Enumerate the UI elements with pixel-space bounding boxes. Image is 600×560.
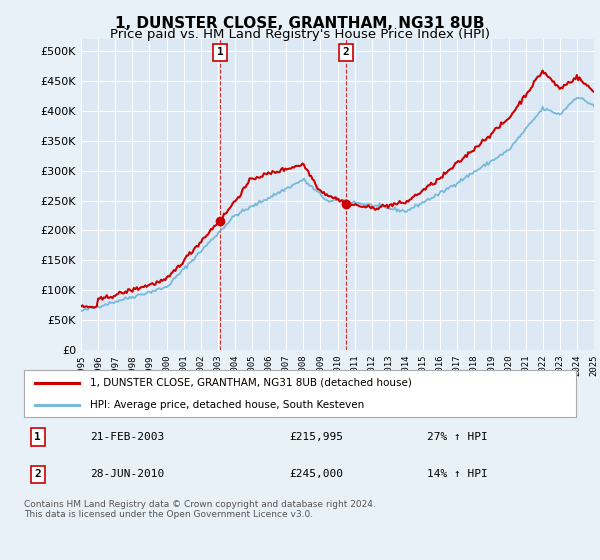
Text: 21-FEB-2003: 21-FEB-2003	[90, 432, 164, 442]
Text: 27% ↑ HPI: 27% ↑ HPI	[427, 432, 488, 442]
Text: Price paid vs. HM Land Registry's House Price Index (HPI): Price paid vs. HM Land Registry's House …	[110, 28, 490, 41]
Text: 1, DUNSTER CLOSE, GRANTHAM, NG31 8UB (detached house): 1, DUNSTER CLOSE, GRANTHAM, NG31 8UB (de…	[90, 378, 412, 388]
Text: £245,000: £245,000	[289, 469, 343, 479]
Text: HPI: Average price, detached house, South Kesteven: HPI: Average price, detached house, Sout…	[90, 400, 364, 410]
Text: 28-JUN-2010: 28-JUN-2010	[90, 469, 164, 479]
Text: £215,995: £215,995	[289, 432, 343, 442]
Text: 2: 2	[343, 48, 349, 57]
Text: 14% ↑ HPI: 14% ↑ HPI	[427, 469, 488, 479]
Text: 1: 1	[217, 48, 223, 57]
Text: Contains HM Land Registry data © Crown copyright and database right 2024.
This d: Contains HM Land Registry data © Crown c…	[24, 500, 376, 519]
Text: 1: 1	[34, 432, 41, 442]
Text: 1, DUNSTER CLOSE, GRANTHAM, NG31 8UB: 1, DUNSTER CLOSE, GRANTHAM, NG31 8UB	[115, 16, 485, 31]
Text: 2: 2	[34, 469, 41, 479]
